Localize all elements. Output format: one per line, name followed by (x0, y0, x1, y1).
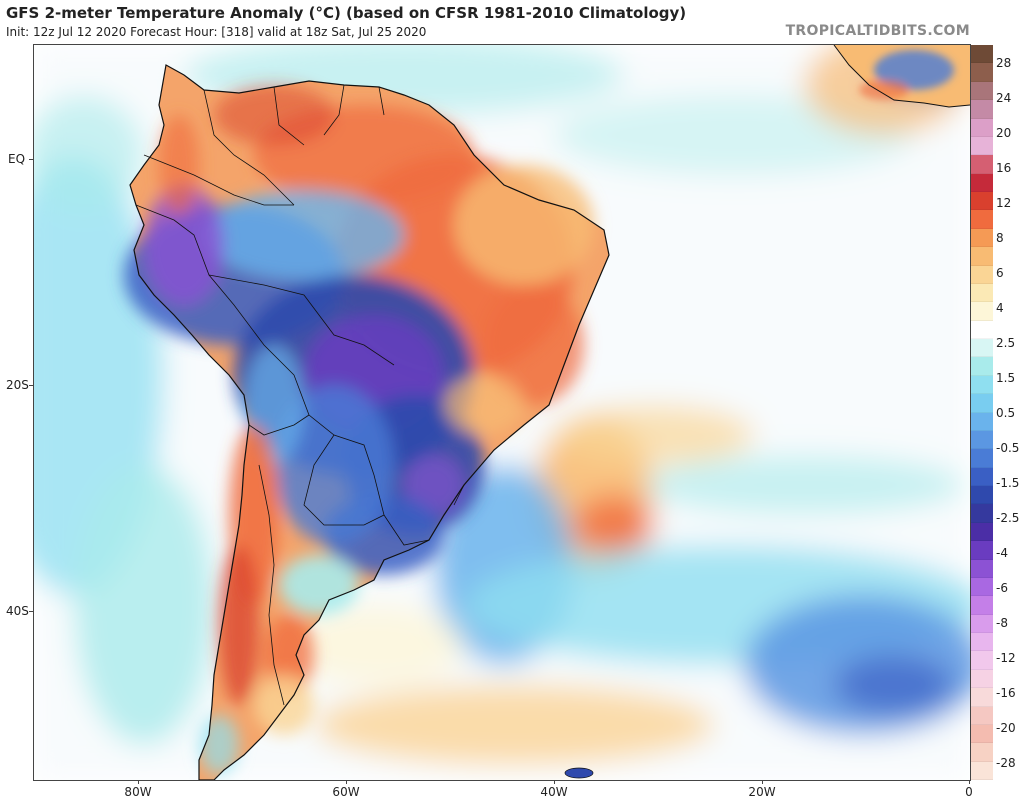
lon-tick-20w (762, 780, 763, 784)
colorbar-label: 6 (996, 266, 1004, 280)
colorbar-label: -20 (996, 721, 1016, 735)
colorbar-label: -6 (996, 581, 1008, 595)
colorbar-label: 12 (996, 196, 1012, 210)
lat-tick-20s (29, 385, 34, 386)
colorbar-cell (971, 394, 993, 413)
colorbar-cell (971, 357, 993, 376)
lat-tick-eq (29, 159, 34, 160)
colorbar-label: -8 (996, 616, 1008, 630)
colorbar-cell (971, 541, 993, 560)
colorbar-cell (971, 118, 993, 137)
colorbar-cell (971, 743, 993, 762)
lon-label-0: 0 (965, 785, 973, 799)
colorbar-cell (971, 63, 993, 82)
lon-tick-40w (554, 780, 555, 784)
africa-landmass (833, 45, 970, 108)
colorbar-cell (971, 228, 993, 248)
colorbar-cell (971, 136, 993, 156)
colorbar-cell (971, 155, 993, 174)
colorbar-cell (971, 688, 993, 707)
colorbar-cell (971, 192, 993, 211)
colorbar-label: 4 (996, 301, 1004, 315)
colorbar-cell (971, 706, 993, 725)
lon-label-40w: 40W (540, 785, 568, 799)
lon-tick-60w (346, 780, 347, 784)
lat-label-20s: 20S (6, 378, 29, 392)
colorbar-cell (971, 173, 993, 192)
colorbar-cell (971, 45, 993, 64)
colorbar-cell (971, 669, 993, 689)
lon-label-60w: 60W (332, 785, 360, 799)
country-borders (135, 84, 465, 706)
colorbar-cell (971, 430, 993, 450)
colorbar-cell (971, 339, 993, 358)
lon-label-20w: 20W (748, 785, 776, 799)
colorbar-cell (971, 577, 993, 597)
falkland-islands (564, 767, 594, 779)
colorbar-cell (971, 467, 993, 486)
colorbar-label: -12 (996, 651, 1016, 665)
colorbar-label: 16 (996, 161, 1012, 175)
colorbar-cell (971, 265, 993, 284)
colorbar-label: -1.5 (996, 476, 1020, 490)
lat-label-eq: EQ (8, 152, 26, 166)
colorbar-label: 20 (996, 126, 1012, 140)
colorbar-cell (971, 724, 993, 744)
colorbar-cell (971, 247, 993, 266)
lon-tick-0 (969, 780, 970, 784)
colorbar-label: 28 (996, 56, 1012, 70)
colorbar-label: -4 (996, 546, 1008, 560)
forecast-info: Init: 12z Jul 12 2020 Forecast Hour: [31… (6, 25, 427, 39)
colorbar-cell (971, 449, 993, 468)
colorbar-label: -28 (996, 756, 1016, 770)
colorbar-label: 1.5 (996, 371, 1016, 385)
colorbar-cell (971, 320, 993, 339)
colorbar-cell (971, 614, 993, 633)
colorbar-cell (971, 375, 993, 395)
colorbar-cell (971, 596, 993, 615)
lon-tick-80w (138, 780, 139, 784)
colorbar-label: -16 (996, 686, 1016, 700)
colorbar-cell (971, 81, 993, 101)
colorbar-cell (971, 633, 993, 652)
colorbar-cell (971, 283, 993, 303)
colorbar-cell (971, 522, 993, 542)
colorbar-cell (971, 210, 993, 229)
colorbar-cell (971, 761, 993, 780)
lat-tick-40s (29, 611, 34, 612)
colorbar-label: 0.5 (996, 406, 1016, 420)
colorbar-cell (971, 486, 993, 505)
colorbar-cell (971, 100, 993, 119)
colorbar-label: -2.5 (996, 511, 1020, 525)
colorbar-cell (971, 504, 993, 523)
temperature-colorbar (971, 45, 993, 780)
colorbar-cell (971, 302, 993, 321)
colorbar-cell (971, 559, 993, 578)
lat-label-40s: 40S (6, 604, 29, 618)
brand-watermark: TROPICALTIDBITS.COM (785, 23, 970, 39)
colorbar-label: 24 (996, 91, 1012, 105)
south-america-landmass (124, 64, 610, 780)
lon-label-80w: 80W (124, 785, 152, 799)
colorbar-label: 2.5 (996, 336, 1016, 350)
colorbar-cell (971, 412, 993, 431)
map-title: GFS 2-meter Temperature Anomaly (°C) (ba… (6, 4, 687, 22)
colorbar-label: -0.5 (996, 441, 1020, 455)
colorbar-label: 8 (996, 231, 1004, 245)
colorbar-cell (971, 651, 993, 670)
anomaly-map (33, 44, 971, 781)
